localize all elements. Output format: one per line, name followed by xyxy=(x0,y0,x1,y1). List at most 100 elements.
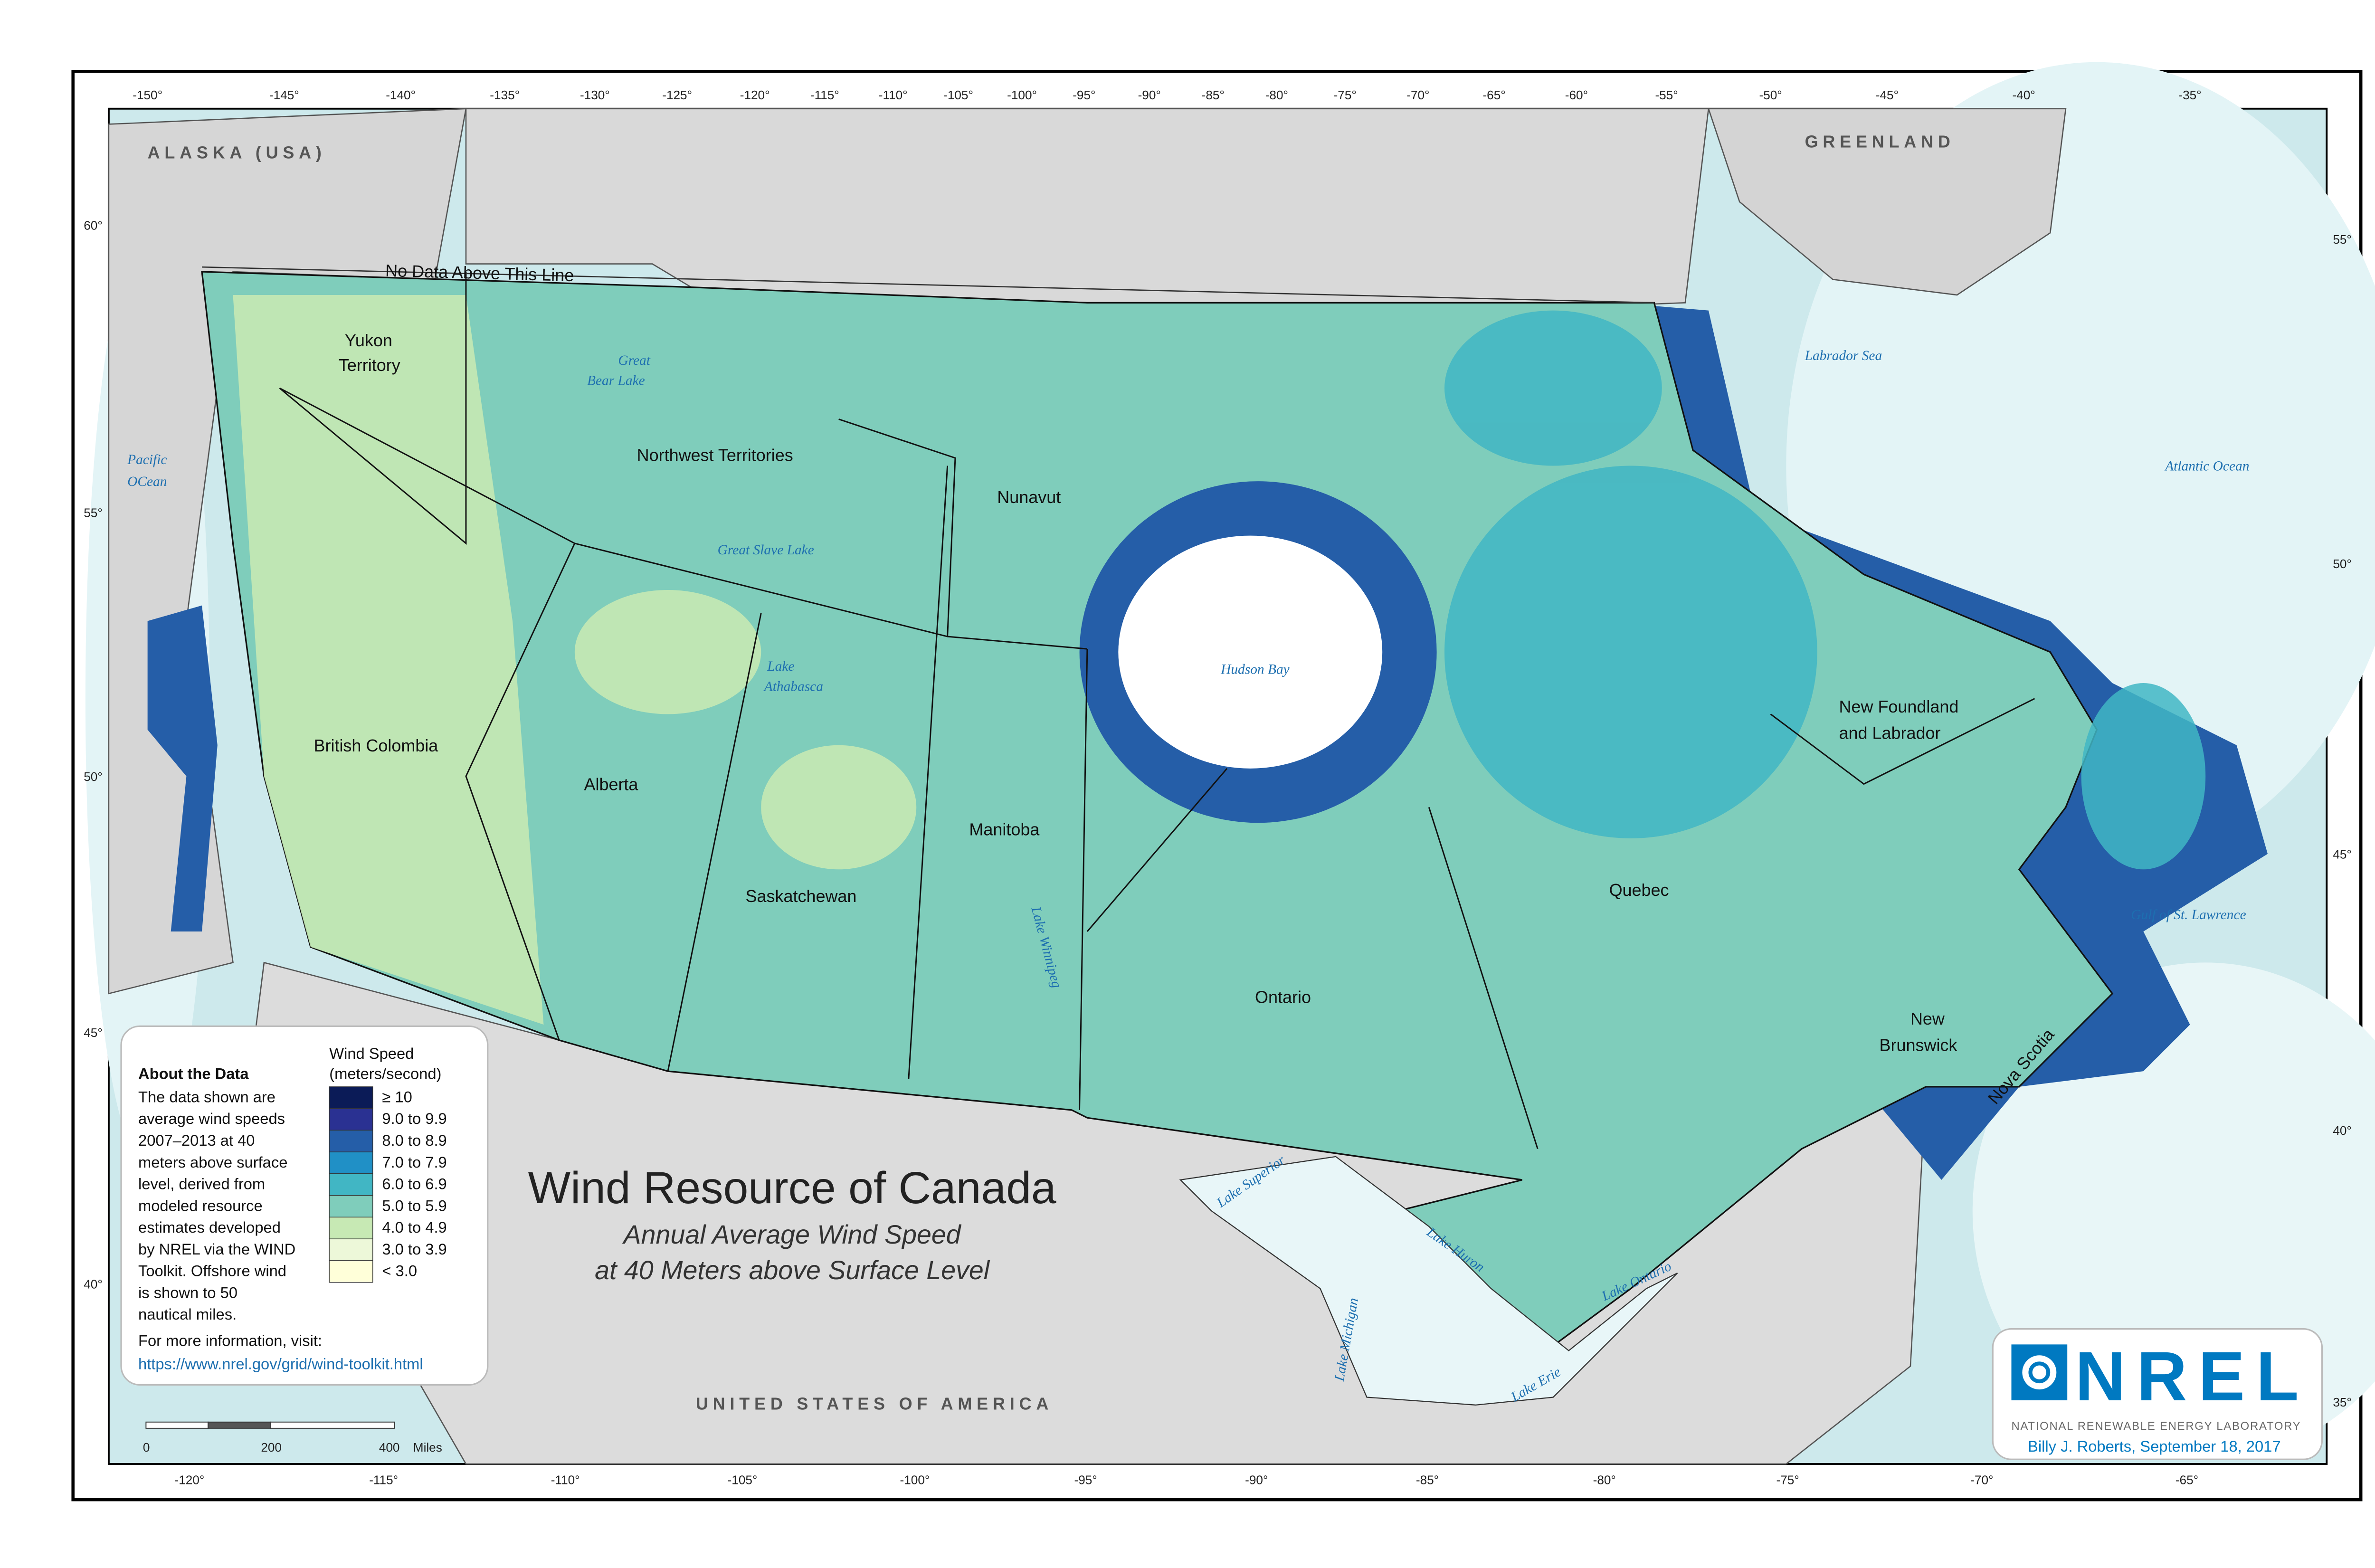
label-nl-2: and Labrador xyxy=(1839,723,1941,743)
scale-unit: Miles xyxy=(413,1440,442,1454)
label-nb-2: Brunswick xyxy=(1880,1036,1958,1055)
about-text-line: level, derived from xyxy=(138,1175,265,1193)
legend-swatch xyxy=(329,1238,373,1261)
label-yukon: Yukon xyxy=(345,331,392,350)
longitude-tick-label: -115° xyxy=(810,88,839,102)
longitude-tick-label: -100° xyxy=(900,1473,930,1487)
longitude-tick-label: -80° xyxy=(1593,1473,1616,1487)
about-text-line: nautical miles. xyxy=(138,1305,237,1323)
latitude-tick-label: 60° xyxy=(84,219,103,233)
longitude-tick-label: -150° xyxy=(133,88,162,102)
latitude-tick-label: 45° xyxy=(84,1026,103,1040)
legend-class-label: 5.0 to 5.9 xyxy=(382,1197,446,1214)
label-usa: UNITED STATES OF AMERICA xyxy=(696,1394,1053,1414)
label-great-bear-2: Bear Lake xyxy=(587,373,645,389)
scale-label: 0 xyxy=(143,1440,150,1454)
legend-swatch xyxy=(329,1260,373,1283)
map-credit: Billy J. Roberts, September 18, 2017 xyxy=(2028,1437,2280,1455)
legend-swatch xyxy=(329,1216,373,1239)
about-text-line: is shown to 50 xyxy=(138,1283,238,1301)
legend-class-label: 3.0 to 3.9 xyxy=(382,1240,446,1258)
map-frame xyxy=(71,70,2363,1501)
longitude-tick-label: -80° xyxy=(1265,88,1288,102)
legend-class-label: ≥ 10 xyxy=(382,1088,412,1106)
about-heading: About the Data xyxy=(138,1064,249,1082)
label-sask: Saskatchewan xyxy=(746,886,857,906)
legend-class-label: 7.0 to 7.9 xyxy=(382,1153,446,1171)
label-nwt: Northwest Territories xyxy=(637,446,793,465)
legend-swatch xyxy=(329,1195,373,1218)
longitude-tick-label: -35° xyxy=(2178,88,2201,102)
about-text-line: estimates developed xyxy=(138,1218,281,1236)
legend-swatch xyxy=(329,1086,373,1109)
longitude-tick-label: -70° xyxy=(1970,1473,1993,1487)
about-text-line: The data shown are xyxy=(138,1088,276,1106)
longitude-tick-label: -120° xyxy=(175,1473,205,1487)
scale-bar: 0 200 400 Miles xyxy=(143,1421,442,1454)
longitude-tick-label: -140° xyxy=(386,88,416,102)
longitude-tick-label: -85° xyxy=(1202,88,1225,102)
map-title: Wind Resource of Canada xyxy=(528,1163,1056,1213)
label-nunavut: Nunavut xyxy=(997,487,1061,507)
legend-class-label: < 3.0 xyxy=(382,1262,417,1280)
label-alaska: ALASKA (USA) xyxy=(148,143,326,162)
label-athabasca: Lake xyxy=(767,659,794,674)
legend-title-2: (meters/second) xyxy=(329,1064,441,1082)
longitude-tick-label: -85° xyxy=(1416,1473,1439,1487)
latitude-tick-label: 50° xyxy=(2333,557,2352,571)
legend-class-label: 9.0 to 9.9 xyxy=(382,1110,446,1127)
latitude-tick-label: 55° xyxy=(2333,232,2352,247)
great-lakes xyxy=(1179,1156,1678,1406)
longitude-tick-label: -75° xyxy=(1334,88,1357,102)
label-yukon-2: Territory xyxy=(339,355,400,375)
legend-swatch xyxy=(329,1151,373,1174)
hudson-bay xyxy=(1118,535,1383,769)
about-text-line: Toolkit. Offshore wind xyxy=(138,1262,286,1280)
longitude-tick-label: -95° xyxy=(1073,88,1095,102)
label-labrador-sea: Labrador Sea xyxy=(1805,348,1882,363)
no-data-line xyxy=(202,266,1654,304)
longitude-tick-label: -50° xyxy=(1759,88,1782,102)
longitude-tick-label: -75° xyxy=(1776,1473,1799,1487)
label-nl: New Foundland xyxy=(1839,697,1959,716)
scale-label: 400 xyxy=(379,1440,400,1454)
longitude-tick-label: -95° xyxy=(1074,1473,1097,1487)
longitude-tick-label: -110° xyxy=(551,1473,580,1487)
nrel-full-name: NATIONAL RENEWABLE ENERGY LABORATORY xyxy=(2011,1420,2300,1433)
label-alberta: Alberta xyxy=(584,775,638,794)
longitude-tick-label: -130° xyxy=(580,88,610,102)
more-info-link[interactable]: https://www.nrel.gov/grid/wind-toolkit.h… xyxy=(138,1355,423,1373)
more-info-label: For more information, visit: xyxy=(138,1332,322,1349)
legend-swatches: ≥ 10 9.0 to 9.9 8.0 to 8.9 7.0 to 7.9 6.0 to… xyxy=(329,1086,447,1283)
longitude-tick-label: -70° xyxy=(1406,88,1429,102)
longitude-tick-label: -40° xyxy=(2013,88,2035,102)
label-great-bear: Great xyxy=(618,353,650,368)
longitude-tick-label: -65° xyxy=(1482,88,1505,102)
label-pacific-2: OCean xyxy=(127,474,167,489)
longitude-tick-label: -105° xyxy=(728,1473,758,1487)
about-text-line: modeled resource xyxy=(138,1197,263,1214)
about-text-line: average wind speeds xyxy=(138,1110,285,1127)
legend-class-label: 4.0 to 4.9 xyxy=(382,1218,446,1236)
about-text-line: meters above surface xyxy=(138,1153,287,1171)
longitude-tick-label: -145° xyxy=(269,88,299,102)
about-text-line: by NREL via the WIND xyxy=(138,1240,295,1258)
longitude-tick-label: -60° xyxy=(1565,88,1588,102)
legend-swatch xyxy=(329,1173,373,1196)
map-subtitle-1: Annual Average Wind Speed xyxy=(622,1220,962,1249)
longitude-tick-label: -110° xyxy=(879,88,908,102)
label-atlantic: Atlantic Ocean xyxy=(2164,458,2249,474)
label-gulf: Gulf of St. Lawrence xyxy=(2131,907,2246,922)
about-text: The data shown are average wind speeds 200… xyxy=(138,1088,295,1323)
longitude-tick-label: -120° xyxy=(740,88,770,102)
longitude-tick-label: -115° xyxy=(369,1473,398,1487)
legend-class-label: 6.0 to 6.9 xyxy=(382,1175,446,1193)
right-latitude-ticks: 55° 50° 45° 40° 35° xyxy=(2333,232,2352,1409)
legend-title: Wind Speed xyxy=(329,1045,414,1062)
label-athabasca-2: Athabasca xyxy=(763,679,823,694)
top-longitude-ticks: -150° -145° -140° -135° -130° -125° -120° -115°… xyxy=(133,88,2201,102)
high-wind-patches xyxy=(1444,310,2206,870)
longitude-tick-label: -90° xyxy=(1245,1473,1268,1487)
longitude-tick-label: -65° xyxy=(2176,1473,2198,1487)
